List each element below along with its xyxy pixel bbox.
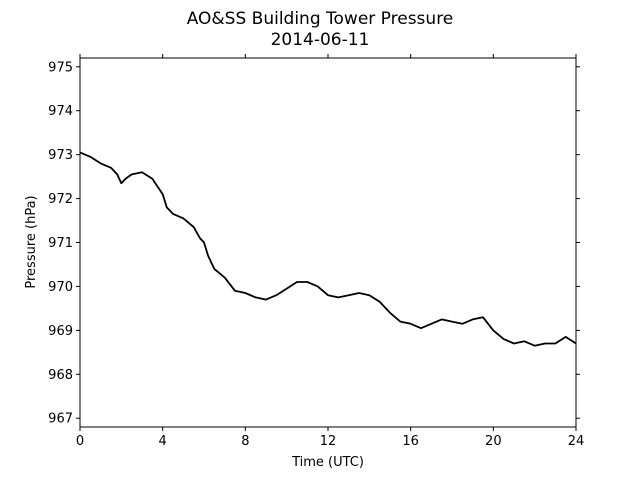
- y-tick-label-968: 968: [48, 368, 73, 383]
- y-tick-label-974: 974: [48, 104, 73, 119]
- x-tick-label-20: 20: [485, 434, 502, 449]
- chart-title: AO&SS Building Tower Pressure: [187, 9, 454, 29]
- y-tick-label-972: 972: [48, 192, 73, 207]
- plot-area: 0 4 8 12 16 20 24 967 968 969 970 971 972 973 974 975: [48, 54, 584, 449]
- chart-subtitle: 2014-06-11: [271, 30, 370, 50]
- series-line-0: [79, 151, 577, 347]
- y-axis-label: Pressure (hPa): [24, 195, 39, 288]
- y-tick-label-975: 975: [48, 60, 73, 75]
- x-tick-label-8: 8: [241, 434, 249, 449]
- y-tick-label-970: 970: [48, 280, 73, 295]
- y-tick-label-967: 967: [48, 412, 73, 427]
- x-tick-label-0: 0: [76, 434, 84, 449]
- y-tick-label-971: 971: [48, 236, 73, 251]
- plot-frame: [79, 57, 577, 428]
- y-tick-label-969: 969: [48, 324, 73, 339]
- x-axis-label: Time (UTC): [291, 455, 364, 470]
- x-tick-label-24: 24: [568, 434, 585, 449]
- x-tick-label-16: 16: [402, 434, 419, 449]
- x-tick-label-12: 12: [320, 434, 337, 449]
- x-tick-label-4: 4: [159, 434, 167, 449]
- y-tick-label-973: 973: [48, 148, 73, 163]
